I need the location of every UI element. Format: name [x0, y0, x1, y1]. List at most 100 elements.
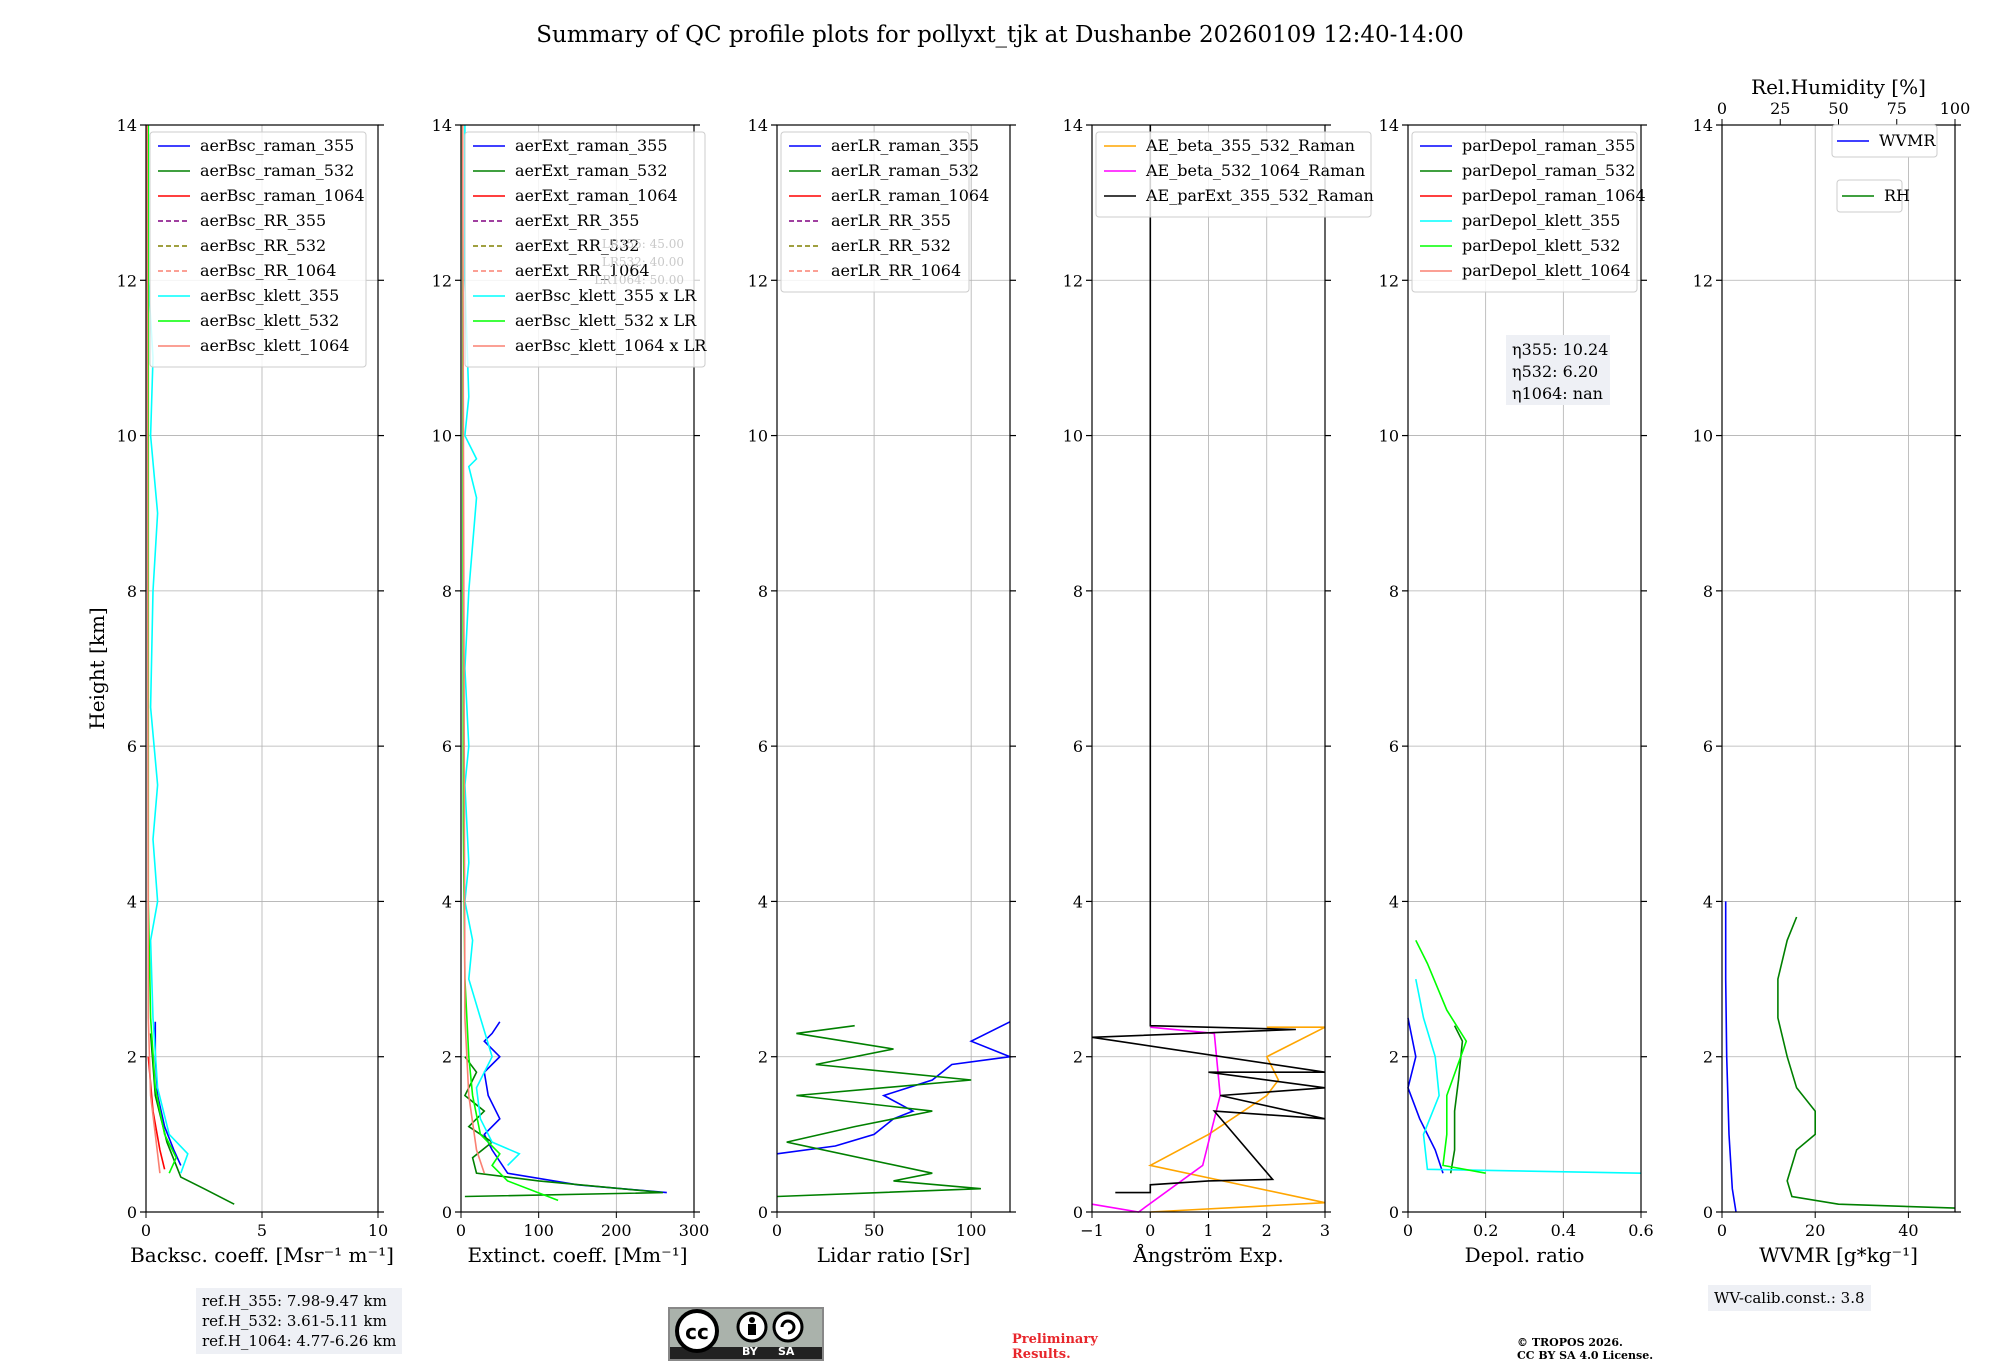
wv-calib-const: WV-calib.const.: 3.8: [1714, 1289, 1865, 1307]
series-AE_beta_355_532_Raman: [1147, 1026, 1326, 1213]
legend-label: aerExt_RR_355: [515, 211, 639, 230]
legend-label: aerLR_raman_355: [831, 136, 979, 155]
y-tick-label: 6: [758, 737, 768, 756]
x-tick-label: 0.2: [1473, 1221, 1498, 1240]
y-axis-label: Height [km]: [85, 607, 109, 729]
y-tick-label: 14: [1379, 116, 1399, 135]
series-parDepol_raman_532: [1449, 1025, 1464, 1174]
y-tick-label: 4: [1073, 892, 1083, 911]
legend-label: aerBsc_RR_532: [200, 236, 326, 255]
x-tick-label: 0.4: [1551, 1221, 1576, 1240]
y-tick-label: 4: [758, 892, 768, 911]
legend-label: AE_parExt_355_532_Raman: [1145, 186, 1374, 205]
y-tick-label: 14: [1693, 116, 1713, 135]
y-tick-label: 0: [127, 1203, 137, 1222]
legend-label: aerBsc_klett_1064: [200, 336, 349, 355]
y-tick-label: 10: [1063, 427, 1083, 446]
y-tick-label: 2: [442, 1048, 452, 1067]
y-tick-label: 2: [1389, 1048, 1399, 1067]
legend-label: aerExt_raman_1064: [515, 186, 678, 205]
y-tick-label: 8: [1073, 582, 1083, 601]
panel-2: 0 100 200 300 0 2 4 6 8 10 12 14 Extinct. coeff. [Mm…: [432, 116, 710, 1267]
x-tick-label: 20: [1805, 1221, 1825, 1240]
x-tick-label: 200: [601, 1221, 632, 1240]
series-aerLR_raman_532: [776, 1024, 981, 1198]
legend-label: RH: [1884, 186, 1910, 205]
x-tick-label: 0: [456, 1221, 466, 1240]
y-tick-label: 8: [758, 582, 768, 601]
y-tick-label: 8: [1389, 582, 1399, 601]
x-tick-label: −1: [1080, 1221, 1104, 1240]
legend-label: aerLR_raman_1064: [831, 186, 989, 205]
legend-label: aerLR_RR_355: [831, 211, 951, 230]
legend-label: aerBsc_klett_532 x LR: [515, 311, 697, 330]
eta-value: η355: 10.24: [1512, 340, 1608, 359]
panel-5: 0 0.2 0.4 0.6 0 2 4 6 8 10 12 14 Depol. ratio parDepo…: [1379, 116, 1654, 1267]
y-tick-label: 12: [117, 271, 137, 290]
series-parDepol_klett_532: [1415, 939, 1486, 1174]
legend-label: aerBsc_klett_532: [200, 311, 339, 330]
y-tick-label: 8: [442, 582, 452, 601]
series-aerBsc_klett_355 x LR: [464, 125, 521, 1166]
x-axis-label: Depol. ratio: [1465, 1243, 1585, 1267]
panel-1: 0 5 10 0 2 4 6 8 10 12 14 Backsc. coeff. [Msr⁻¹ m⁻¹…: [85, 116, 394, 1267]
legend-label: AE_beta_355_532_Raman: [1145, 136, 1355, 155]
y-tick-label: 10: [1379, 427, 1399, 446]
x-tick-label: 5: [257, 1221, 267, 1240]
y-tick-label: 10: [117, 427, 137, 446]
y-tick-label: 6: [1703, 737, 1713, 756]
legend-label: parDepol_raman_532: [1462, 161, 1635, 180]
y-tick-label: 0: [1073, 1203, 1083, 1222]
y-tick-label: 12: [432, 271, 452, 290]
legend-label: WVMR: [1879, 131, 1936, 150]
series-aerLR_raman_355: [776, 1021, 1014, 1155]
reference-height-box: ref.H_355: 7.98-9.47 km ref.H_532: 3.61-…: [196, 1288, 403, 1354]
legend-label: aerExt_raman_532: [515, 161, 668, 180]
series-aerBsc_raman_532: [149, 1033, 235, 1205]
figure-title: Summary of QC profile plots for pollyxt_…: [536, 22, 1464, 48]
lidar-ratio-note: LR532: 40.00: [602, 255, 684, 269]
legend-label: aerBsc_RR_1064: [200, 261, 336, 280]
eta-value: η532: 6.20: [1512, 362, 1598, 381]
copyright-line-2: CC BY SA 4.0 License.: [1517, 1349, 1654, 1362]
series-parDepol_raman_355: [1407, 1017, 1444, 1174]
legend-label: aerBsc_klett_355 x LR: [515, 286, 697, 305]
svg-text:cc: cc: [685, 1320, 709, 1344]
plot-frame: [1721, 124, 1956, 1213]
y-tick-label: 6: [1073, 737, 1083, 756]
x-tick-label: 0: [1717, 1221, 1727, 1240]
series-aerBsc_klett_1064: [146, 124, 161, 1174]
y-tick-label: 0: [442, 1203, 452, 1222]
x-tick-label: 50: [864, 1221, 884, 1240]
y-tick-label: 14: [748, 116, 768, 135]
preliminary-note: Preliminary Results.: [1012, 1332, 1098, 1362]
x2-axis-label: Rel.Humidity [%]: [1751, 75, 1926, 99]
y-tick-label: 2: [1073, 1048, 1083, 1067]
x-tick-label: 100: [523, 1221, 554, 1240]
y-tick-label: 10: [432, 427, 452, 446]
y-tick-label: 4: [127, 892, 137, 911]
y-tick-label: 0: [758, 1203, 768, 1222]
cc-license-badge: cc BY SA: [668, 1307, 824, 1361]
y-tick-label: 14: [432, 116, 452, 135]
y-tick-label: 6: [127, 737, 137, 756]
eta-box: [1506, 335, 1610, 405]
legend-box: [1411, 131, 1638, 293]
y-tick-label: 14: [117, 116, 137, 135]
y-tick-label: 12: [1379, 271, 1399, 290]
x-tick-label: 3: [1320, 1221, 1330, 1240]
series-aerExt_raman_532: [463, 1056, 663, 1198]
legend-label: parDepol_raman_355: [1462, 136, 1635, 155]
series-AE_parExt_355_532_Raman: [1091, 125, 1326, 1194]
y-tick-label: 10: [1693, 427, 1713, 446]
x-tick-label: 0: [141, 1221, 151, 1240]
y-tick-label: 0: [1389, 1203, 1399, 1222]
copyright-note: © TROPOS 2026. CC BY SA 4.0 License.: [1517, 1336, 1653, 1362]
x-tick-label: 100: [956, 1221, 987, 1240]
x2-tick-label: 50: [1828, 99, 1848, 118]
legend-label: aerExt_raman_355: [515, 136, 668, 155]
x-tick-label: 1: [1203, 1221, 1213, 1240]
legend-label: aerBsc_raman_355: [200, 136, 354, 155]
legend-box: [780, 131, 970, 293]
